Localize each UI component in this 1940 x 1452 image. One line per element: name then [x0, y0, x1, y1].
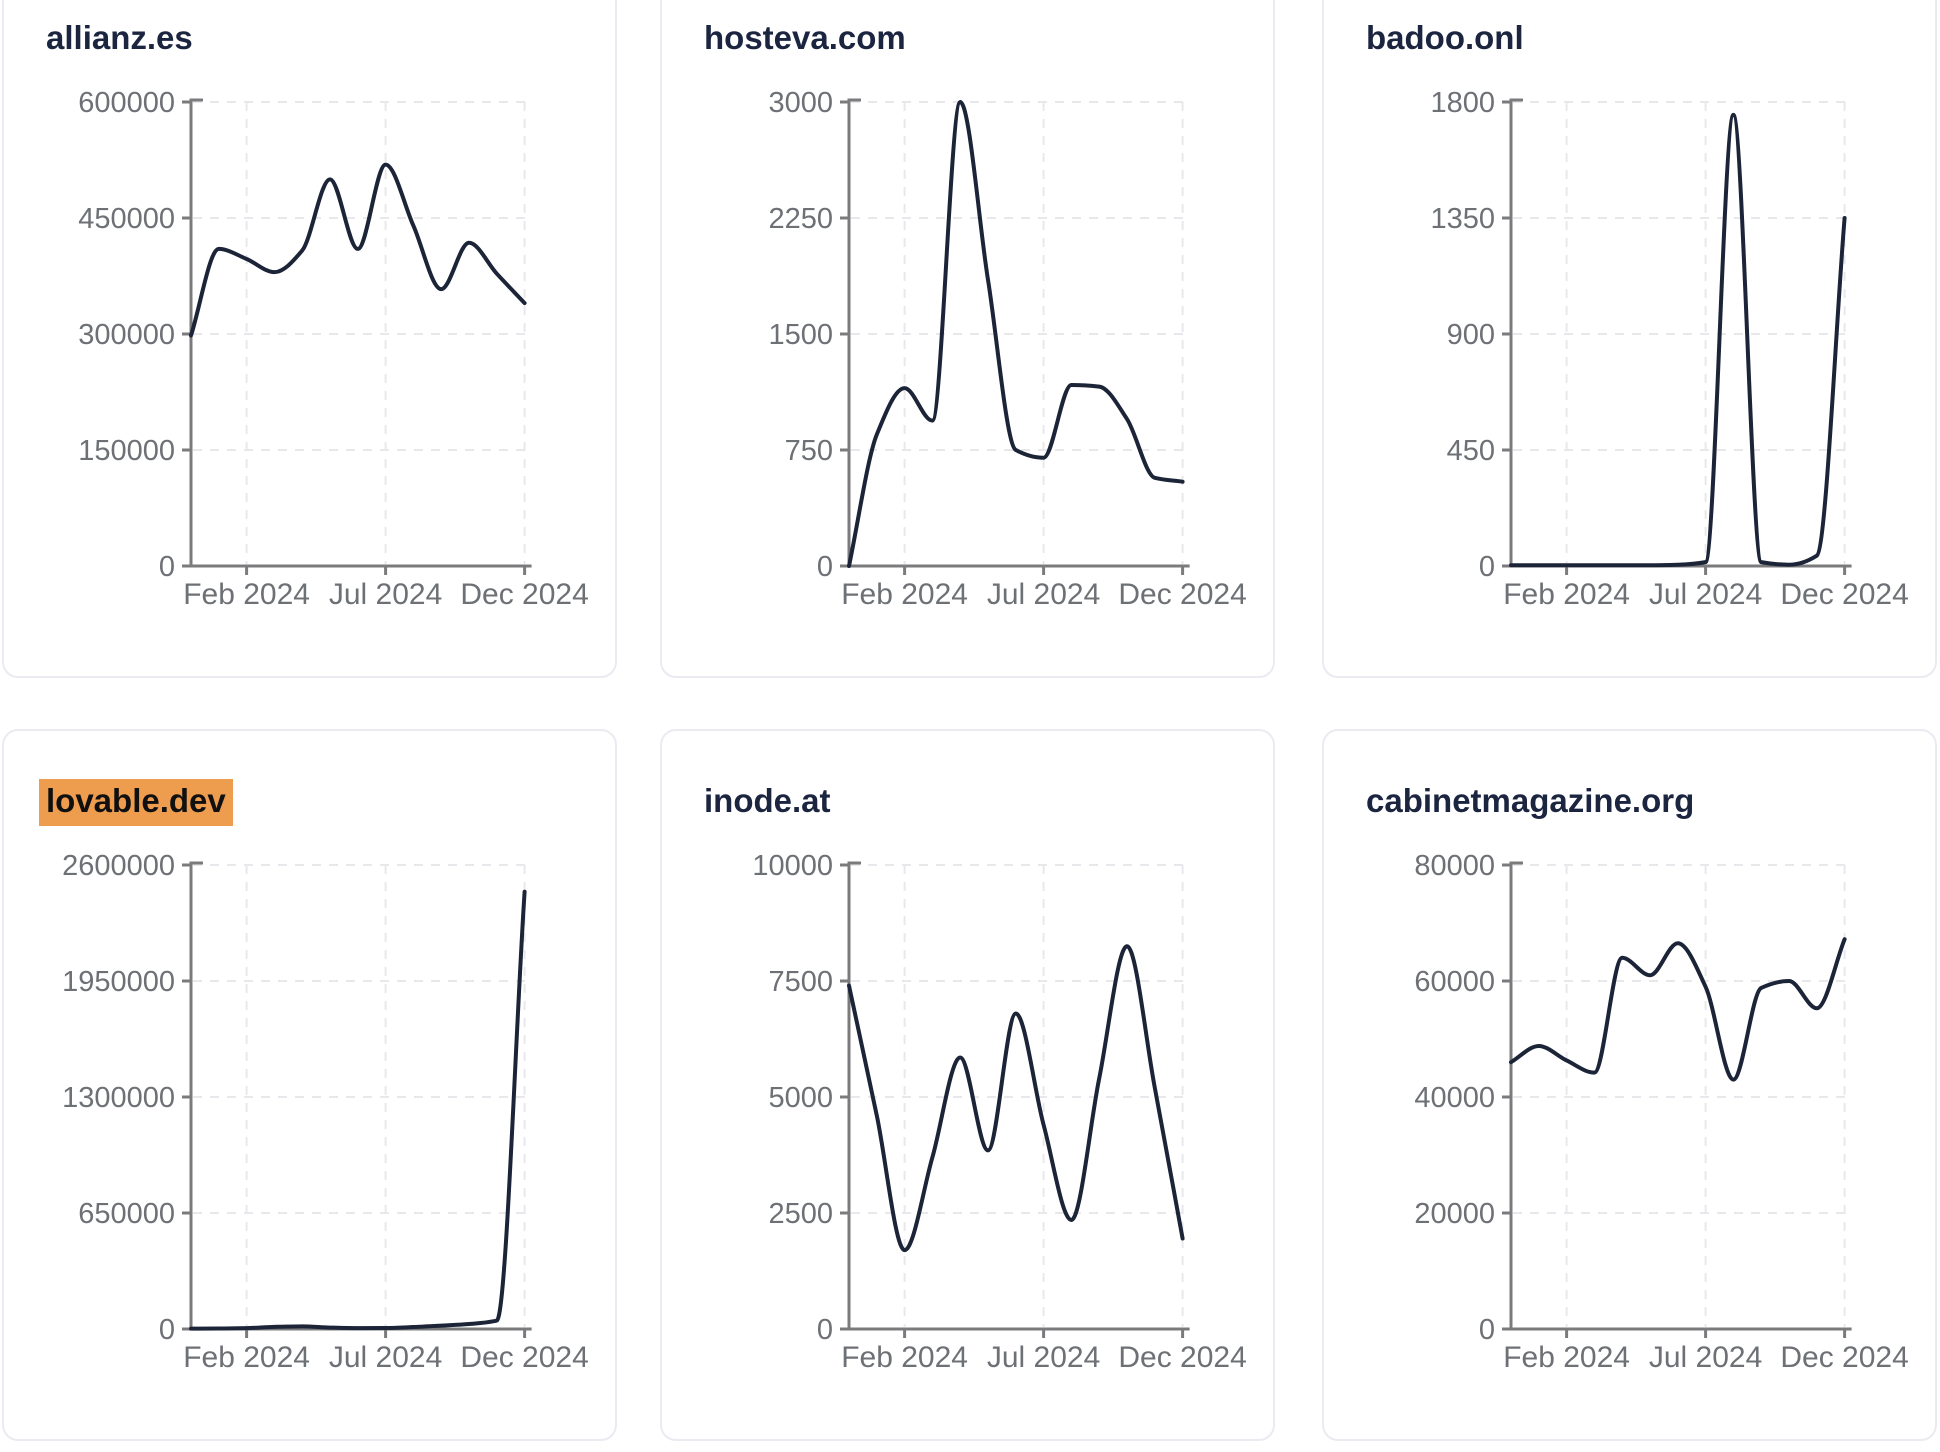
domain-title-text: allianz.es: [46, 19, 193, 56]
y-tick-label: 2500: [768, 1198, 833, 1230]
y-tick-label: 750: [785, 435, 833, 467]
y-tick-label: 60000: [1414, 966, 1495, 998]
y-tick-label: 2250: [768, 203, 833, 235]
x-tick-label: Feb 2024: [1503, 1341, 1630, 1374]
y-tick-label: 7500: [768, 966, 833, 998]
y-tick-label: 5000: [768, 1082, 833, 1114]
domain-title-text: hosteva.com: [704, 19, 906, 56]
traffic-line-chart: 0 150000 300000 450000 600000 Feb 2024 Jul 202…: [78, 87, 589, 611]
x-tick-label: Jul 2024: [987, 578, 1100, 611]
x-tick-label: Dec 2024: [460, 578, 588, 611]
axis-frame: [847, 98, 1190, 568]
chart-card-cabinetmagazine-org[interactable]: cabinetmagazine.org 0 20000 40000 60000 8000…: [1322, 729, 1937, 1441]
y-tick-label: 1950000: [62, 966, 175, 998]
x-tick-label: Dec 2024: [1118, 578, 1246, 611]
y-tick-label: 900: [1447, 319, 1495, 351]
x-tick-label: Jul 2024: [987, 1341, 1100, 1374]
y-tick-label: 20000: [1414, 1198, 1495, 1230]
x-tick-label: Feb 2024: [183, 578, 310, 611]
x-tick-label: Feb 2024: [841, 1341, 968, 1374]
axis-frame: [847, 861, 1190, 1331]
axis-frame: [1509, 98, 1852, 568]
traffic-line-chart: 0 650000 1300000 1950000 2600000 Feb 2024 Jul …: [62, 850, 589, 1374]
y-tick-label: 600000: [78, 87, 175, 119]
y-tick-label: 0: [159, 1314, 175, 1346]
domain-title: allianz.es: [46, 18, 193, 58]
y-tick-label: 3000: [768, 87, 833, 119]
x-tick-label: Dec 2024: [1780, 1341, 1908, 1374]
domain-title-text: badoo.onl: [1366, 19, 1524, 56]
y-tick-label: 0: [1479, 1314, 1495, 1346]
traffic-line-chart: 0 750 1500 2250 3000 Feb 2024 Jul 2024 Dec 2024: [768, 87, 1246, 611]
x-tick-label: Dec 2024: [1780, 578, 1908, 611]
y-tick-label: 0: [817, 1314, 833, 1346]
x-tick-label: Feb 2024: [183, 1341, 310, 1374]
axis-frame: [189, 98, 532, 568]
chart-card-lovable-dev[interactable]: lovable.dev 0 650000 1300000 1950000 2600000…: [2, 729, 617, 1441]
y-tick-label: 0: [159, 551, 175, 583]
x-tick-label: Jul 2024: [1649, 578, 1762, 611]
chart-card-badoo-onl[interactable]: badoo.onl 0 450 900 1350 1800 Feb 2024 Jul 202…: [1322, 0, 1937, 678]
trend-line: [847, 944, 1185, 1253]
y-tick-label: 1300000: [62, 1082, 175, 1114]
x-tick-label: Feb 2024: [1503, 578, 1630, 611]
axis-frame: [189, 861, 532, 1331]
domain-title-text: inode.at: [704, 782, 831, 819]
domain-title-text: lovable.dev: [39, 779, 233, 826]
y-tick-label: 1350: [1430, 203, 1495, 235]
trend-line: [189, 162, 527, 338]
x-tick-label: Jul 2024: [329, 578, 442, 611]
chart-card-inode-at[interactable]: inode.at 0 2500 5000 7500 10000 Feb 2024 Jul 2…: [660, 729, 1275, 1441]
traffic-line-chart: 0 2500 5000 7500 10000 Feb 2024 Jul 2024 Dec 20…: [752, 850, 1246, 1374]
y-tick-label: 1800: [1430, 87, 1495, 119]
domain-title-text: cabinetmagazine.org: [1366, 782, 1695, 819]
trend-line: [1509, 937, 1847, 1082]
y-tick-label: 300000: [78, 319, 175, 351]
x-tick-label: Dec 2024: [460, 1341, 588, 1374]
domain-title: cabinetmagazine.org: [1366, 781, 1694, 821]
chart-card-hosteva-com[interactable]: hosteva.com 0 750 1500 2250 3000 Feb 2024 Jul …: [660, 0, 1275, 678]
y-tick-label: 0: [1479, 551, 1495, 583]
chart-card-allianz-es[interactable]: allianz.es 0 150000 300000 450000 600000 Feb …: [2, 0, 617, 678]
y-tick-label: 2600000: [62, 850, 175, 882]
y-tick-label: 1500: [768, 319, 833, 351]
trend-line: [1509, 112, 1847, 568]
y-tick-label: 450: [1447, 435, 1495, 467]
y-tick-label: 650000: [78, 1198, 175, 1230]
x-tick-label: Jul 2024: [1649, 1341, 1762, 1374]
trend-line: [847, 100, 1185, 568]
y-tick-label: 40000: [1414, 1082, 1495, 1114]
traffic-line-chart: 0 20000 40000 60000 80000 Feb 2024 Jul 2024 Dec…: [1414, 850, 1908, 1374]
y-tick-label: 0: [817, 551, 833, 583]
axis-frame: [1509, 861, 1852, 1331]
domain-title: hosteva.com: [704, 18, 906, 58]
y-tick-label: 80000: [1414, 850, 1495, 882]
domain-title: lovable.dev: [39, 779, 233, 826]
domain-title: inode.at: [704, 781, 831, 821]
domain-title: badoo.onl: [1366, 18, 1524, 58]
traffic-line-chart: 0 450 900 1350 1800 Feb 2024 Jul 2024 Dec 2024: [1430, 87, 1908, 611]
x-tick-label: Dec 2024: [1118, 1341, 1246, 1374]
y-tick-label: 150000: [78, 435, 175, 467]
y-tick-label: 450000: [78, 203, 175, 235]
x-tick-label: Jul 2024: [329, 1341, 442, 1374]
trend-line: [189, 889, 527, 1331]
y-tick-label: 10000: [752, 850, 833, 882]
x-tick-label: Feb 2024: [841, 578, 968, 611]
